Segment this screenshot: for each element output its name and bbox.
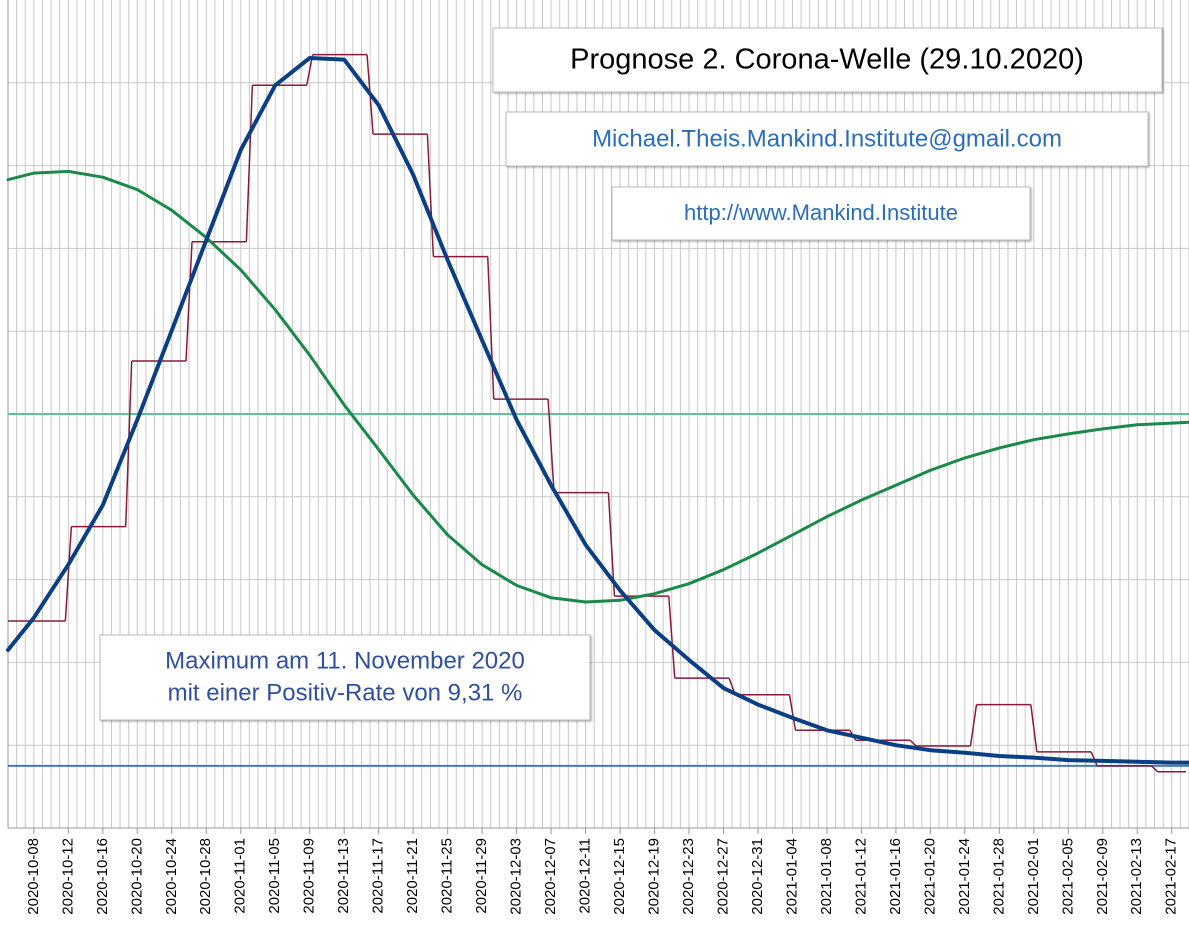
annotation: mit einer Positiv-Rate von 9,31 % (168, 679, 523, 706)
x-tick-label: 2020-11-29 (473, 838, 490, 914)
step-connector (1030, 704, 1038, 752)
x-tick-label: 2020-12-11 (577, 838, 594, 914)
x-tick-label: 2021-01-28 (990, 838, 1007, 915)
email: Michael.Theis.Mankind.Institute@gmail.co… (592, 125, 1062, 152)
x-tick-label: 2021-02-01 (1025, 838, 1042, 915)
annotation: Maximum am 11. November 2020 (165, 647, 525, 674)
step-connector (668, 596, 676, 679)
x-tick-label: 2020-11-09 (301, 838, 318, 914)
series-line (6, 169, 1189, 604)
series-line (6, 56, 1189, 765)
x-tick-label: 2020-12-23 (680, 838, 697, 915)
step-connector (547, 399, 555, 493)
annotation-box (99, 634, 591, 721)
x-tick-label: 2020-12-07 (542, 838, 559, 915)
x-tick-label: 2020-12-19 (646, 838, 663, 915)
x-tick-label: 2021-01-24 (956, 838, 973, 915)
x-tick-label: 2021-01-04 (783, 838, 800, 915)
x-tick-label: 2020-12-03 (508, 838, 525, 915)
x-tick-label: 2021-01-08 (818, 838, 835, 915)
email-box (505, 111, 1149, 167)
x-tick-label: 2020-11-21 (404, 838, 421, 914)
x-tick-label: 2020-12-31 (749, 838, 766, 915)
step-connector (486, 256, 495, 400)
chart-title: Prognose 2. Corona-Welle (29.10.2020) (570, 44, 1084, 76)
x-tick-label: 2020-10-28 (197, 838, 214, 915)
step-connector (245, 85, 254, 242)
x-tick-label: 2020-10-12 (59, 838, 76, 915)
step-connector (909, 739, 917, 747)
x-tick-label: 2021-02-05 (1059, 838, 1076, 915)
x-tick-label: 2020-12-15 (611, 838, 628, 915)
step-connector (64, 526, 73, 622)
title-box (492, 27, 1163, 93)
x-tick-label: 2020-10-16 (94, 838, 111, 915)
x-tick-label: 2020-11-17 (370, 838, 387, 914)
step-connector (185, 241, 193, 362)
x-tick-label: 2020-11-25 (439, 838, 456, 914)
x-tick-label: 2020-10-24 (163, 838, 180, 915)
x-tick-label: 2021-02-17 (1163, 838, 1180, 915)
plot (6, 53, 1189, 773)
x-tick-label: 2020-10-20 (128, 838, 145, 915)
x-tick-label: 2021-02-09 (1094, 838, 1111, 915)
x-tick-label: 2021-01-16 (887, 838, 904, 915)
x-tick-label: 2020-10-08 (25, 838, 42, 915)
x-tick-label: 2020-11-05 (266, 838, 283, 914)
step-connector (426, 134, 435, 257)
url-box (611, 186, 1031, 241)
step-connector (1150, 765, 1159, 773)
x-tick-label: 2020-11-01 (232, 838, 249, 914)
x-tick-label: 2020-12-27 (714, 838, 731, 915)
x-tick-label: 2021-01-12 (852, 838, 869, 915)
step-connector (969, 704, 978, 747)
x-tick-label: 2021-01-20 (921, 838, 938, 915)
step-connector (788, 694, 797, 731)
x-tick-label: 2021-02-13 (1128, 838, 1145, 915)
x-tick-label: 2020-11-13 (335, 838, 352, 914)
url: http://www.Mankind.Institute (684, 200, 958, 225)
